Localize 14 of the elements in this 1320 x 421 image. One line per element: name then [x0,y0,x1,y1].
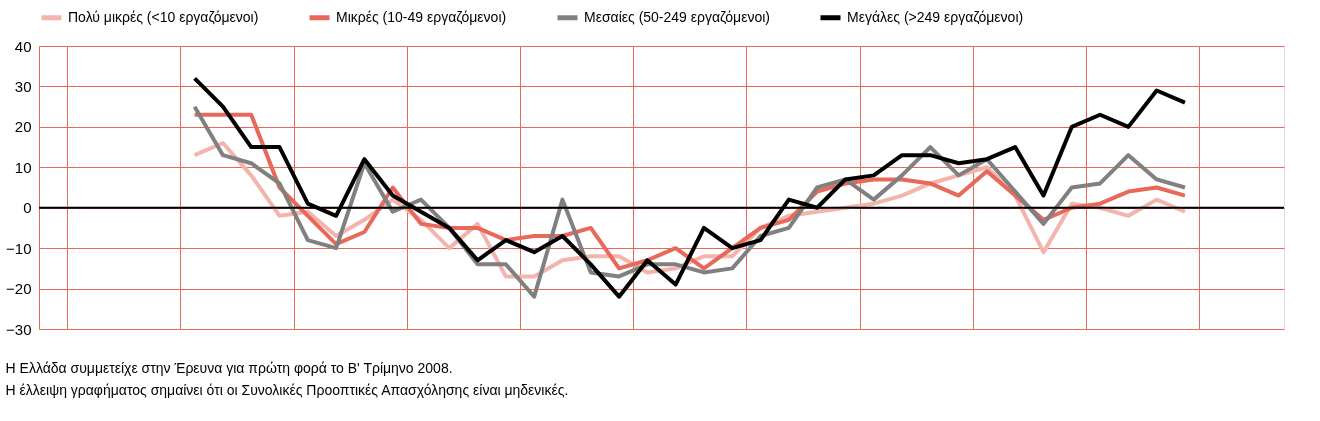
y-tick-label: −20 [6,280,32,298]
text: Η έλλειψη γραφήματος σημαίνει ότι οι Συνολικές Προοπτικές Απασχόλησης είναι μηδενικές. [5,382,569,398]
legend-label: Μικρές (10-49 εργαζόμενοι) [336,8,507,25]
y-tick-label: 10 [14,158,32,176]
y-tick-label: 40 [14,37,32,55]
text: Η Ελλάδα συμμετείχε στην Έρευνα για πρώτη φορά το Β' Τρίμηνο 2008. [5,360,453,376]
y-tick-label: 30 [14,77,32,95]
y-tick-label: 20 [14,118,32,136]
legend-label: Πολύ μικρές (<10 εργαζόμενοι) [68,8,259,25]
y-tick-label: 0 [23,199,32,217]
legend-label: Μεγάλες (>249 εργαζόμενοι) [847,8,1024,25]
legend-label: Μεσαίες (50-249 εργαζόμενοι) [584,8,770,25]
y-tick-label: −30 [6,320,32,338]
y-tick-label: −10 [6,239,32,257]
